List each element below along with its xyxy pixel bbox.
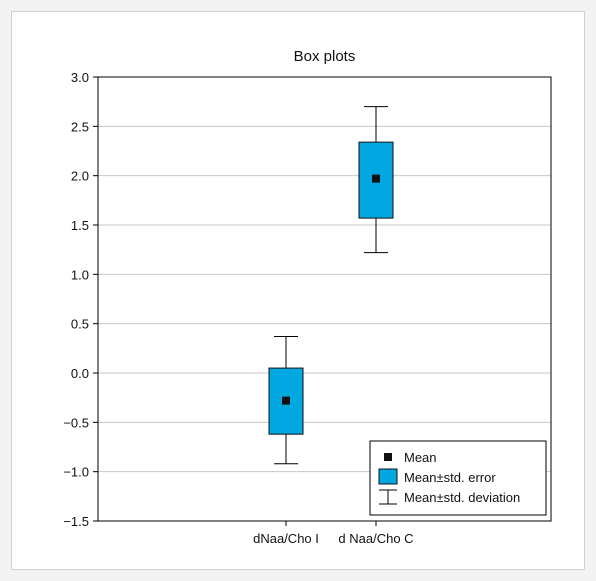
y-tick-label: −0.5 [63, 415, 89, 430]
y-tick-label: 2.5 [71, 119, 89, 134]
x-tick-label: d Naa/Cho C [338, 531, 413, 546]
filled-box-icon [378, 468, 398, 485]
y-tick-label: 1.0 [71, 267, 89, 282]
y-axis: 3.0 2.5 2.0 1.5 1.0 0.5 0.0 −0.5 −1.0 −1.5 [63, 70, 98, 529]
y-tick-label: 1.5 [71, 218, 89, 233]
box-group [358, 106, 394, 254]
y-tick-label: 2.0 [71, 169, 89, 184]
legend-se-label: Mean±std. error [404, 470, 496, 485]
box-group [268, 335, 304, 465]
x-tick-label: dNaa/Cho I [253, 531, 319, 546]
y-tick-label: 3.0 [71, 70, 89, 85]
x-axis: dNaa/Cho I d Naa/Cho C [253, 521, 414, 546]
square-marker-icon [384, 453, 392, 461]
whisker-icon [379, 489, 397, 505]
y-tick-label: −1.5 [63, 514, 89, 529]
boxes-layer [268, 106, 394, 465]
legend: Mean Mean±std. error Mean±std. deviation [369, 440, 547, 516]
legend-mean-label: Mean [404, 450, 437, 465]
plot-border [97, 76, 552, 522]
legend-sd-label: Mean±std. deviation [404, 490, 520, 505]
y-tick-label: 0.5 [71, 317, 89, 332]
y-tick-label: 0.0 [71, 366, 89, 381]
y-tick-label: −1.0 [63, 465, 89, 480]
mean-marker [372, 174, 380, 183]
chart-title: Box plots [294, 48, 356, 65]
legend-box [369, 440, 547, 516]
mean-marker [282, 396, 290, 405]
grid-layer [98, 125, 551, 473]
